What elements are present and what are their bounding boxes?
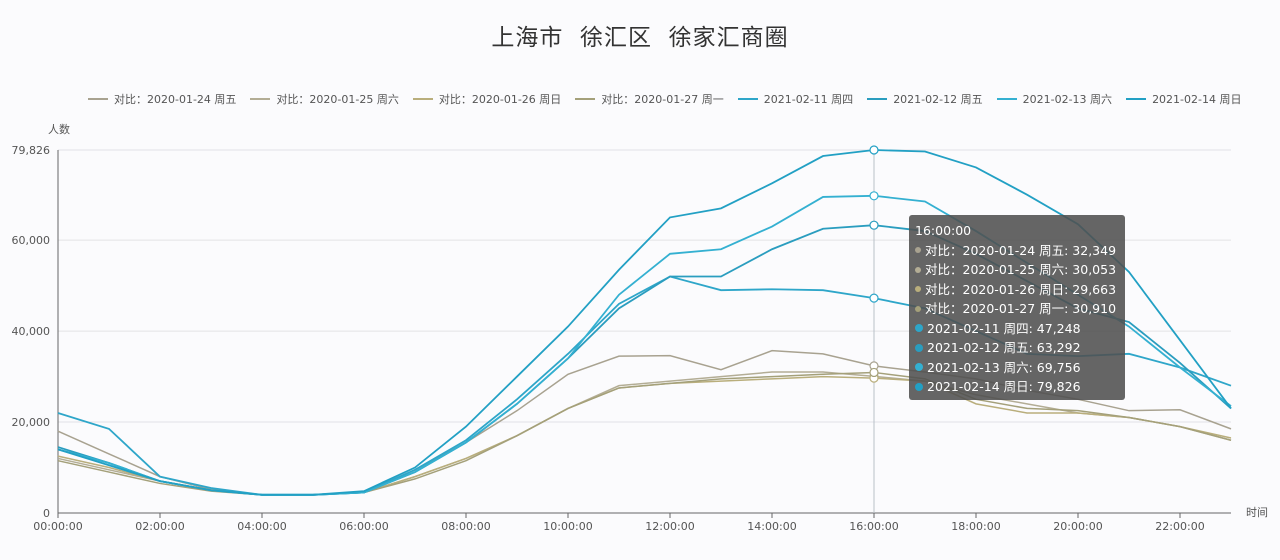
legend-item[interactable]: 2021-02-12 周五 (867, 91, 983, 107)
series-marker-icon (915, 286, 921, 293)
legend-label: 2021-02-12 周五 (893, 93, 983, 106)
legend-item[interactable]: 对比：2020-01-27 周一 (575, 91, 724, 107)
legend-item[interactable]: 对比：2020-01-26 周日 (412, 91, 562, 107)
x-tick-label: 08:00:00 (441, 520, 490, 533)
legend-line-icon (737, 98, 758, 100)
legend-label: 2021-02-13 周六 (1022, 93, 1113, 106)
tooltip-row: 对比：2020-01-26 周日: 29,663 (915, 280, 1119, 300)
tooltip-row: 2021-02-13 周六: 69,756 (915, 358, 1119, 378)
data-point[interactable] (869, 220, 879, 230)
x-tick-label: 04:00:00 (237, 520, 286, 533)
legend-item[interactable]: 2021-02-14 周日 (1126, 91, 1242, 107)
x-tick-label: 12:00:00 (645, 520, 694, 533)
tooltip-row-text: 对比：2020-01-24 周五: 32,349 (925, 242, 1117, 258)
y-axis-label: 人数 (48, 123, 70, 136)
y-tick-label: 0 (43, 507, 50, 520)
series-marker-icon (915, 343, 923, 352)
tooltip-row-text: 2021-02-13 周六: 69,756 (927, 359, 1081, 375)
tooltip-row: 对比：2020-01-24 周五: 32,349 (915, 241, 1119, 261)
series-marker-icon (915, 363, 923, 372)
legend-line-icon (88, 98, 108, 100)
x-tick-label: 14:00:00 (747, 520, 796, 533)
y-tick-label: 40,000 (12, 325, 51, 338)
legend-line-icon (412, 98, 433, 100)
data-point[interactable] (869, 367, 879, 378)
series-line[interactable] (57, 149, 1232, 496)
legend-label: 2021-02-11 周四 (763, 93, 854, 106)
data-point[interactable] (869, 293, 879, 303)
tooltip-row: 2021-02-14 周日: 79,826 (915, 377, 1119, 397)
legend-line-icon (250, 98, 271, 100)
legend-line-icon (1126, 98, 1147, 100)
tooltip-row: 2021-02-12 周五: 63,292 (915, 338, 1119, 358)
x-axis-label: 时间 (1246, 506, 1268, 519)
x-tick-label: 22:00:00 (1155, 520, 1204, 533)
data-point[interactable] (869, 145, 879, 155)
x-tick-label: 18:00:00 (951, 520, 1000, 533)
tooltip-row: 2021-02-11 周四: 47,248 (915, 319, 1119, 339)
series-marker-icon (915, 266, 921, 273)
tooltip-row-text: 对比：2020-01-26 周日: 29,663 (925, 281, 1117, 297)
legend-item[interactable]: 对比：2020-01-25 周六 (250, 91, 399, 107)
series-marker-icon (915, 324, 923, 333)
x-tick-label: 16:00:00 (849, 520, 898, 533)
legend-line-icon (996, 98, 1017, 100)
y-tick-label: 20,000 (12, 416, 51, 429)
x-tick-label: 20:00:00 (1053, 520, 1102, 533)
x-tick-label: 00:00:00 (33, 520, 82, 533)
legend-label: 对比：2020-01-27 周一 (601, 93, 724, 106)
x-tick-label: 10:00:00 (543, 520, 592, 533)
series-marker-icon (915, 305, 921, 312)
legend: 对比：2020-01-24 周五 对比：2020-01-25 周六 对比：2020-… (88, 91, 1242, 107)
tooltip-row: 对比：2020-01-27 周一: 30,910 (915, 299, 1119, 319)
legend-item[interactable]: 2021-02-11 周四 (737, 91, 854, 107)
data-point[interactable] (869, 191, 879, 201)
tooltip-header: 16:00:00 (915, 223, 972, 238)
series-marker-icon (915, 382, 923, 391)
legend-label: 对比：2020-01-26 周日 (438, 93, 562, 106)
tooltip-row-text: 2021-02-12 周五: 63,292 (927, 340, 1081, 355)
legend-line-icon (575, 98, 596, 100)
tooltip-row: 对比：2020-01-25 周六: 30,053 (915, 260, 1119, 280)
legend-label: 对比：2020-01-24 周五 (114, 93, 237, 106)
legend-item[interactable]: 2021-02-13 周六 (996, 91, 1113, 107)
x-tick-label: 06:00:00 (339, 520, 388, 533)
chart-title: 上海市 徐汇区 徐家汇商圈 (491, 25, 789, 51)
legend-line-icon (867, 98, 888, 100)
x-tick-label: 02:00:00 (135, 520, 184, 533)
tooltip: 16:00:00 对比：2020-01-24 周五: 32,349 对比：2020… (909, 215, 1125, 400)
tooltip-row-text: 对比：2020-01-27 周一: 30,910 (925, 301, 1117, 316)
legend-label: 2021-02-14 周日 (1152, 93, 1242, 106)
tooltip-row-text: 2021-02-11 周四: 47,248 (927, 320, 1081, 336)
legend-label: 对比：2020-01-25 周六 (276, 93, 399, 106)
tooltip-row-text: 2021-02-14 周日: 79,826 (927, 379, 1081, 394)
y-tick-label: 60,000 (12, 234, 51, 247)
series-marker-icon (915, 247, 921, 254)
legend-item[interactable]: 对比：2020-01-24 周五 (88, 91, 236, 107)
tooltip-row-text: 对比：2020-01-25 周六: 30,053 (925, 262, 1117, 277)
y-tick-label: 79,826 (12, 144, 51, 157)
